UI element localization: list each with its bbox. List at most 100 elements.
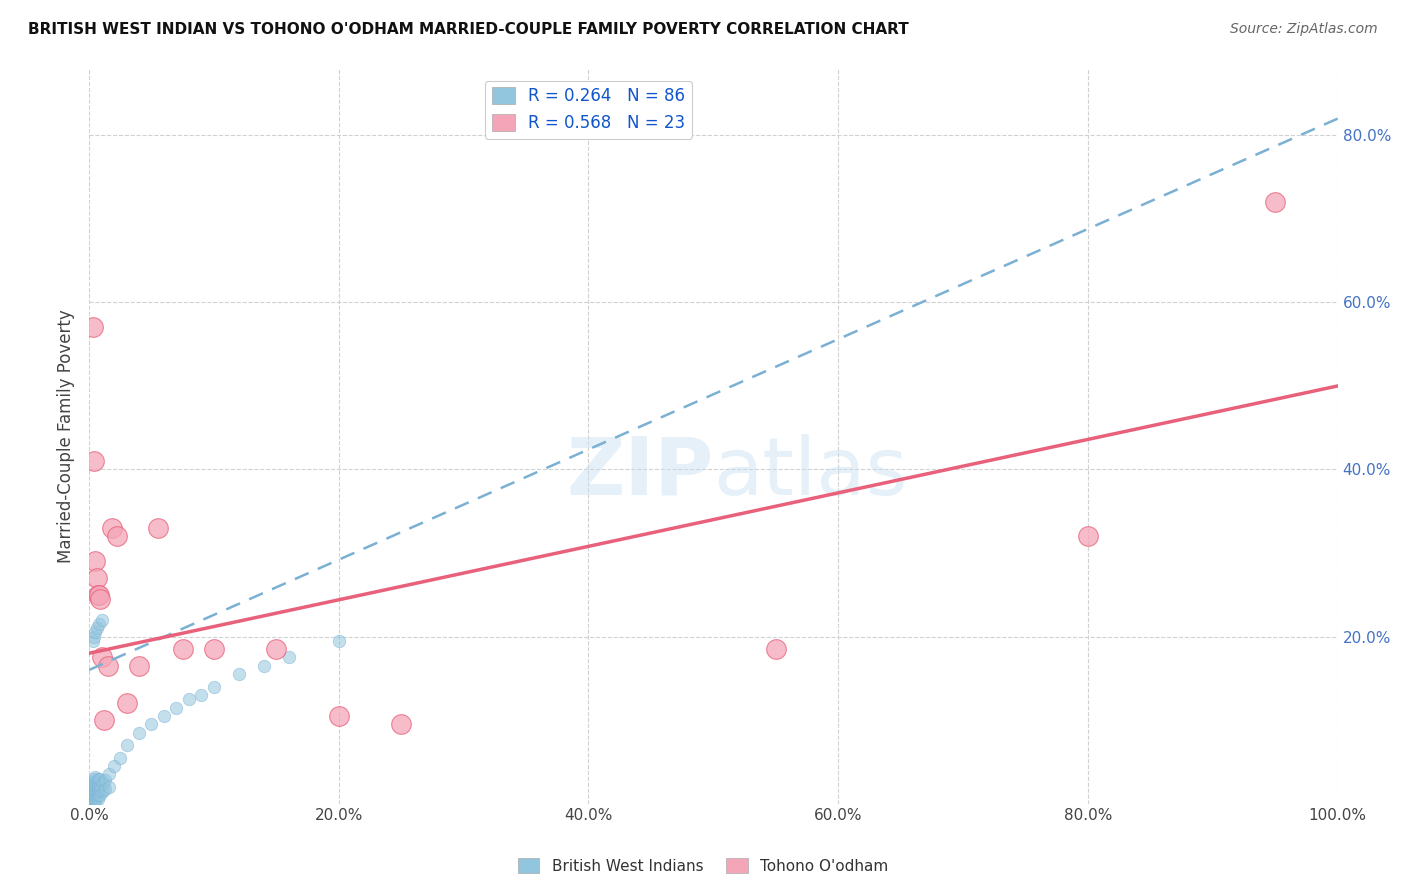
Point — [82, 780, 104, 795]
Text: Source: ZipAtlas.com: Source: ZipAtlas.com — [1230, 22, 1378, 37]
Point — [80, 791, 103, 805]
Point — [80, 793, 103, 807]
Point — [128, 658, 150, 673]
Point — [94, 773, 117, 788]
Point — [84, 781, 107, 796]
Point — [128, 725, 150, 739]
Point — [87, 772, 110, 786]
Point — [87, 780, 110, 794]
Point — [79, 796, 101, 810]
Point — [87, 789, 110, 803]
Point — [146, 521, 169, 535]
Point — [79, 792, 101, 806]
Point — [1264, 195, 1286, 210]
Point — [98, 780, 121, 794]
Point — [253, 658, 276, 673]
Point — [86, 621, 108, 635]
Point — [83, 772, 105, 786]
Point — [84, 770, 107, 784]
Point — [91, 784, 114, 798]
Point — [328, 633, 350, 648]
Point — [80, 789, 103, 803]
Point — [80, 795, 103, 809]
Point — [84, 554, 107, 568]
Point — [79, 788, 101, 802]
Point — [83, 793, 105, 807]
Point — [83, 790, 105, 805]
Point — [83, 454, 105, 468]
Point — [100, 521, 122, 535]
Point — [82, 786, 104, 800]
Point — [266, 642, 288, 657]
Legend: British West Indians, Tohono O'odham: British West Indians, Tohono O'odham — [512, 852, 894, 880]
Point — [105, 529, 128, 543]
Point — [84, 789, 107, 803]
Point — [90, 650, 112, 665]
Point — [79, 790, 101, 805]
Point — [82, 320, 104, 334]
Point — [89, 772, 111, 786]
Point — [84, 794, 107, 808]
Point — [89, 783, 111, 797]
Point — [84, 625, 107, 640]
Point — [87, 588, 110, 602]
Point — [84, 791, 107, 805]
Point — [87, 792, 110, 806]
Point — [82, 792, 104, 806]
Point — [84, 776, 107, 790]
Point — [89, 778, 111, 792]
Point — [82, 794, 104, 808]
Point — [141, 717, 163, 731]
Point — [190, 688, 212, 702]
Point — [110, 750, 132, 764]
Point — [87, 784, 110, 798]
Point — [82, 790, 104, 805]
Point — [83, 795, 105, 809]
Point — [83, 789, 105, 803]
Point — [82, 783, 104, 797]
Text: atlas: atlas — [713, 434, 908, 512]
Point — [94, 781, 117, 796]
Point — [79, 795, 101, 809]
Point — [83, 775, 105, 789]
Point — [115, 697, 138, 711]
Point — [84, 784, 107, 798]
Point — [83, 783, 105, 797]
Point — [172, 642, 194, 657]
Point — [82, 633, 104, 648]
Point — [83, 786, 105, 800]
Point — [80, 797, 103, 811]
Point — [83, 778, 105, 792]
Point — [80, 781, 103, 796]
Point — [83, 630, 105, 644]
Point — [83, 780, 105, 795]
Point — [202, 680, 225, 694]
Point — [86, 571, 108, 585]
Point — [82, 776, 104, 790]
Point — [177, 692, 200, 706]
Point — [98, 767, 121, 781]
Text: BRITISH WEST INDIAN VS TOHONO O'ODHAM MARRIED-COUPLE FAMILY POVERTY CORRELATION : BRITISH WEST INDIAN VS TOHONO O'ODHAM MA… — [28, 22, 908, 37]
Point — [97, 658, 120, 673]
Point — [82, 789, 104, 803]
Point — [79, 785, 101, 799]
Point — [765, 642, 787, 657]
Point — [115, 738, 138, 752]
Point — [328, 709, 350, 723]
Point — [166, 700, 188, 714]
Point — [84, 779, 107, 793]
Point — [91, 776, 114, 790]
Point — [82, 796, 104, 810]
Point — [87, 617, 110, 632]
Point — [153, 709, 176, 723]
Point — [228, 667, 250, 681]
Point — [82, 778, 104, 792]
Legend: R = 0.264   N = 86, R = 0.568   N = 23: R = 0.264 N = 86, R = 0.568 N = 23 — [485, 80, 692, 138]
Text: ZIP: ZIP — [567, 434, 713, 512]
Point — [80, 787, 103, 801]
Point — [80, 784, 103, 798]
Point — [103, 759, 125, 773]
Point — [79, 794, 101, 808]
Point — [90, 613, 112, 627]
Point — [89, 591, 111, 606]
